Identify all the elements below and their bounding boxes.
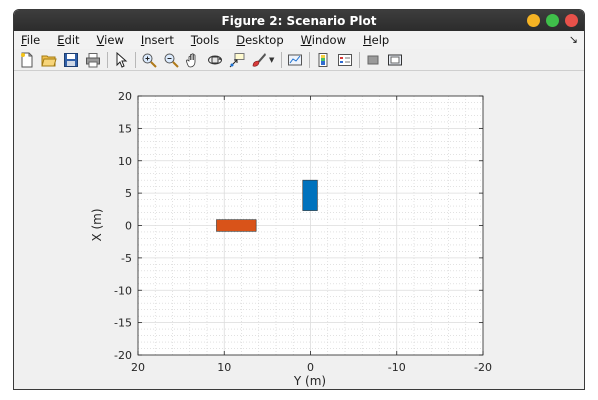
- y-tick-label: 20: [118, 90, 132, 103]
- pointer-icon[interactable]: [112, 51, 130, 69]
- x-tick-label: 20: [131, 361, 145, 374]
- figure-canvas[interactable]: 20 10 0 -10 -20 20 15 10 5 0 -5 -10 -15 -20 Y (m) X (…: [14, 72, 585, 390]
- colorbar-icon[interactable]: [314, 51, 332, 69]
- y-tick-label: -20: [114, 349, 132, 362]
- scenario-objects: [216, 179, 318, 232]
- rotate-3d-icon[interactable]: [206, 51, 224, 69]
- menu-file[interactable]: File: [21, 33, 41, 47]
- x-tick-label: -20: [474, 361, 492, 374]
- menu-window[interactable]: Window: [300, 33, 346, 47]
- minimize-button[interactable]: [527, 14, 540, 27]
- menu-edit[interactable]: Edit: [57, 33, 80, 47]
- x-tick-label: 10: [217, 361, 231, 374]
- x-tick-label: 0: [307, 361, 314, 374]
- menu-insert[interactable]: Insert: [140, 33, 174, 47]
- close-button[interactable]: [565, 14, 578, 27]
- save-icon[interactable]: [62, 51, 80, 69]
- x-tick-label: -10: [388, 361, 406, 374]
- figure-window: Figure 2: Scenario Plot File Edit View I…: [13, 9, 585, 390]
- window-controls: [527, 14, 578, 27]
- dock-figure-icon[interactable]: ↘: [568, 33, 578, 46]
- menu-bar: File Edit View Insert Tools Desktop Wind…: [14, 31, 584, 49]
- data-cursor-icon[interactable]: [228, 51, 246, 69]
- toolbar-separator: [281, 51, 283, 68]
- menu-view[interactable]: View: [96, 33, 124, 47]
- y-tick-label: 5: [125, 187, 132, 200]
- open-file-icon[interactable]: [40, 51, 58, 69]
- hide-plot-tools-icon[interactable]: [364, 51, 382, 69]
- zoom-out-icon[interactable]: [162, 51, 180, 69]
- vehicle-2-patch[interactable]: [302, 179, 318, 211]
- new-figure-icon[interactable]: [18, 51, 36, 69]
- print-icon[interactable]: [84, 51, 102, 69]
- y-tick-label: 15: [118, 122, 132, 135]
- menu-help[interactable]: Help: [363, 33, 390, 47]
- y-tick-label: 10: [118, 155, 132, 168]
- toolbar-separator: [107, 51, 108, 68]
- brush-dropdown-icon[interactable]: ▼: [269, 55, 275, 64]
- window-title: Figure 2: Scenario Plot: [221, 13, 377, 28]
- show-plot-tools-icon[interactable]: [386, 51, 404, 69]
- menu-desktop[interactable]: Desktop: [236, 33, 284, 47]
- pan-hand-icon[interactable]: [184, 51, 202, 69]
- y-tick-label: 0: [125, 220, 132, 233]
- figure-toolbar: ▼: [14, 49, 584, 71]
- vehicle-1-patch[interactable]: [216, 219, 257, 232]
- y-tick-label: -5: [121, 252, 132, 265]
- menu-tools[interactable]: Tools: [190, 33, 220, 47]
- legend-icon[interactable]: [336, 51, 354, 69]
- x-axis-label: Y (m): [293, 374, 326, 388]
- toolbar-separator: [359, 51, 361, 68]
- brush-icon[interactable]: [250, 51, 268, 69]
- zoom-in-icon[interactable]: [140, 51, 158, 69]
- maximize-button[interactable]: [546, 14, 559, 27]
- y-tick-label: -10: [114, 284, 132, 297]
- y-axis-label: X (m): [90, 208, 104, 241]
- link-plot-icon[interactable]: [286, 51, 304, 69]
- toolbar-separator: [309, 51, 311, 68]
- title-bar[interactable]: Figure 2: Scenario Plot: [14, 10, 584, 31]
- toolbar-separator: [135, 51, 136, 68]
- y-tick-label: -15: [114, 317, 132, 330]
